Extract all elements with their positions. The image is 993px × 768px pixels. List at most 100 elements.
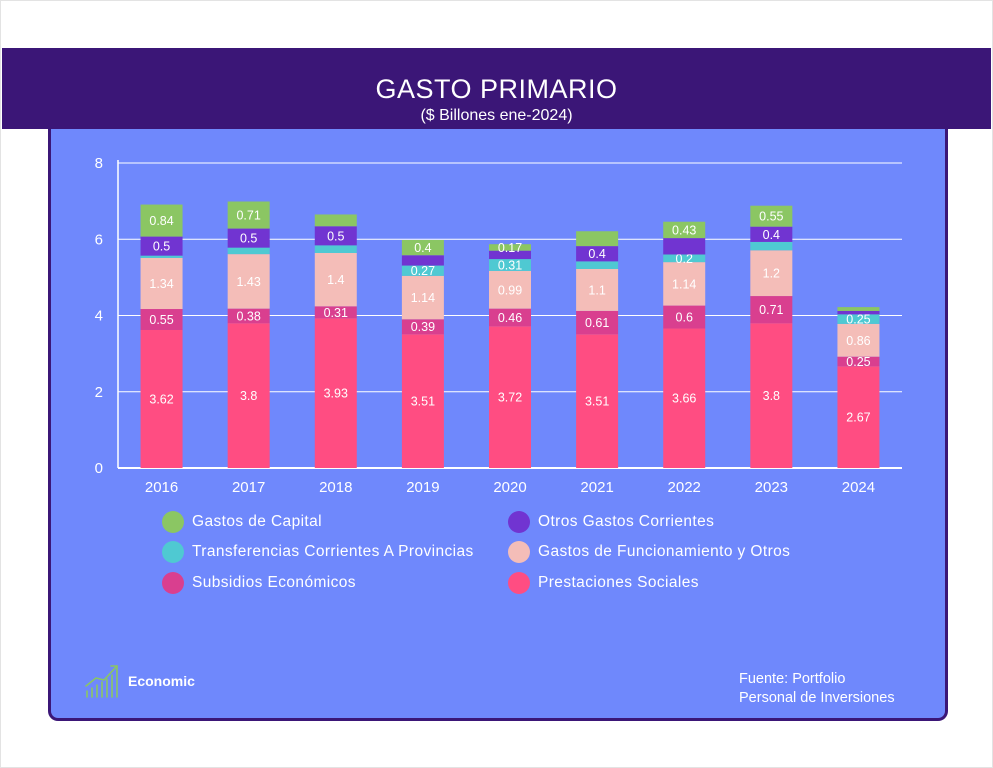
bar-segment-2023-4 xyxy=(750,226,793,242)
data-label: 0.39 xyxy=(411,320,435,334)
header-banner: GASTO PRIMARIO ($ Billones ene-2024) xyxy=(2,48,991,129)
bar-segment-2017-0 xyxy=(227,323,270,468)
x-tick-label: 2020 xyxy=(493,479,526,496)
bar-segment-2021-4 xyxy=(576,246,619,262)
chart-subtitle: ($ Billones ene-2024) xyxy=(420,107,573,124)
data-label: 0.71 xyxy=(236,209,260,223)
y-tick-label: 6 xyxy=(95,231,103,248)
data-label: 3.66 xyxy=(672,392,696,406)
bar-segment-2017-4 xyxy=(227,228,270,248)
y-tick-label: 8 xyxy=(95,155,103,172)
bar-segment-2022-3 xyxy=(663,254,706,263)
data-label: 0.86 xyxy=(846,334,870,348)
y-tick-label: 0 xyxy=(95,460,103,477)
bar-segment-2024-3 xyxy=(837,314,880,324)
bar-segment-2023-2 xyxy=(750,250,793,297)
bar-segment-2020-3 xyxy=(489,259,531,271)
data-label: 0.46 xyxy=(498,311,522,325)
bar-segment-2018-3 xyxy=(314,245,357,253)
bar-segment-2024-1 xyxy=(837,356,880,367)
data-label: 3.8 xyxy=(763,389,780,403)
data-label: 0.4 xyxy=(763,228,780,242)
bar-segment-2021-0 xyxy=(576,334,619,468)
bar-segment-2023-0 xyxy=(750,323,793,468)
data-label: 0.5 xyxy=(327,229,344,243)
x-tick-label: 2023 xyxy=(755,479,788,496)
bar-segment-2016-5 xyxy=(140,204,183,237)
data-label: 0.4 xyxy=(588,247,605,261)
data-label: 1.14 xyxy=(672,277,696,291)
bar-segment-2019-2 xyxy=(401,275,444,320)
source-line-1: Fuente: Portfolio xyxy=(739,671,846,687)
data-label: 2.67 xyxy=(846,411,870,425)
data-label: 0.31 xyxy=(498,258,522,272)
bar-segment-2021-2 xyxy=(576,268,619,311)
data-label: 0.55 xyxy=(149,313,173,327)
x-tick-label: 2022 xyxy=(668,479,701,496)
data-label: 0.43 xyxy=(672,223,696,237)
x-tick-label: 2017 xyxy=(232,479,265,496)
data-label: 3.8 xyxy=(240,389,257,403)
bar-segment-2019-1 xyxy=(401,319,444,335)
bar-segment-2020-5 xyxy=(489,244,531,251)
bar-segment-2016-1 xyxy=(140,309,183,330)
bar-segment-2023-1 xyxy=(750,296,793,324)
chart-panel xyxy=(48,120,948,721)
data-label: 1.4 xyxy=(327,273,344,287)
x-tick-label: 2018 xyxy=(319,479,352,496)
bar-segment-2017-5 xyxy=(227,201,270,229)
data-label: 0.99 xyxy=(498,283,522,297)
data-label: 1.2 xyxy=(763,267,780,281)
bar-segment-2022-0 xyxy=(663,328,706,468)
x-tick-label: 2024 xyxy=(842,479,875,496)
data-label: 0.55 xyxy=(759,210,783,224)
bar-segment-2020-1 xyxy=(489,308,531,327)
data-label: 1.34 xyxy=(149,277,173,291)
y-tick-label: 4 xyxy=(95,308,103,325)
data-label: 3.62 xyxy=(149,392,173,406)
bar-segment-2022-4 xyxy=(663,238,706,255)
bar-segment-2020-4 xyxy=(489,250,531,260)
bar-segment-2021-3 xyxy=(576,261,619,269)
bar-segment-2018-1 xyxy=(314,306,357,319)
data-label: 0.31 xyxy=(324,306,348,320)
data-label: 0.84 xyxy=(149,214,173,228)
bar-segment-2023-3 xyxy=(750,241,793,251)
bar-segment-2023-5 xyxy=(750,205,793,227)
bar-segment-2016-2 xyxy=(140,257,183,310)
bar-segment-2018-2 xyxy=(314,252,357,307)
x-tick-label: 2019 xyxy=(406,479,439,496)
brand-name: Economic xyxy=(128,673,195,689)
bar-segment-2020-0 xyxy=(489,326,531,468)
data-label: 3.51 xyxy=(585,395,609,409)
x-tick-label: 2021 xyxy=(580,479,613,496)
bar-segment-2024-5 xyxy=(837,307,880,311)
data-label: 0.6 xyxy=(676,311,693,325)
data-label: 0.38 xyxy=(236,309,260,323)
bar-segment-2018-5 xyxy=(314,214,357,227)
data-label: 0.5 xyxy=(153,240,170,254)
bar-segment-2016-0 xyxy=(140,329,183,468)
bar-segment-2017-3 xyxy=(227,247,270,255)
bar-segment-2022-2 xyxy=(663,262,706,306)
bar-segment-2021-5 xyxy=(576,231,619,247)
chart-title: GASTO PRIMARIO xyxy=(375,74,618,104)
bar-segment-2024-4 xyxy=(837,310,880,315)
y-tick-label: 2 xyxy=(95,384,103,401)
bar-segment-2018-0 xyxy=(314,318,357,468)
bar-segment-2019-5 xyxy=(401,240,444,256)
data-label: 0.4 xyxy=(414,241,431,255)
data-label: 0.27 xyxy=(411,264,435,278)
bar-segment-2017-2 xyxy=(227,254,270,309)
bar-segment-2016-4 xyxy=(140,236,183,256)
bar-segment-2021-1 xyxy=(576,310,619,335)
data-label: 0.5 xyxy=(240,232,257,246)
bar-segment-2018-4 xyxy=(314,226,357,246)
bar-segment-2022-1 xyxy=(663,305,706,329)
bar-segment-2022-5 xyxy=(663,221,706,239)
bar-segment-2020-2 xyxy=(489,270,531,309)
bar-segment-2016-3 xyxy=(140,255,183,258)
source-line-2: Personal de Inversiones xyxy=(739,690,895,706)
data-label: 0.17 xyxy=(498,241,522,255)
